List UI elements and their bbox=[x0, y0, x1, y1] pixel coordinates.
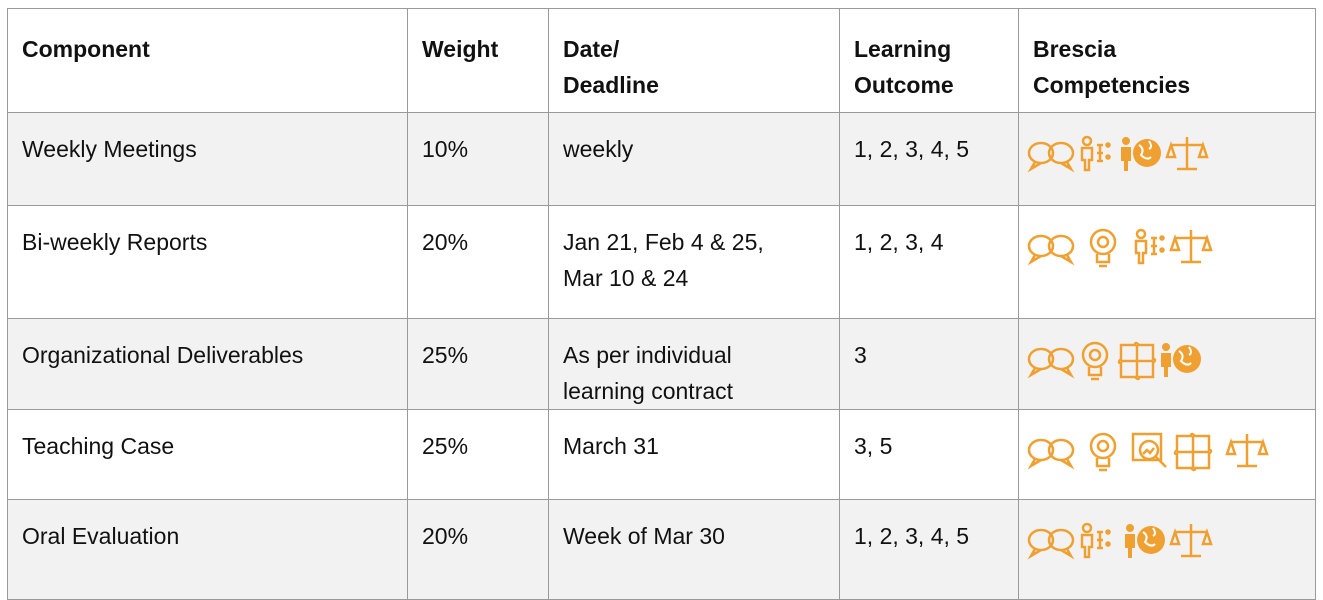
cell: Weekly Meetings bbox=[7, 112, 408, 206]
cell: 20% bbox=[407, 205, 549, 319]
icons bbox=[1027, 341, 1202, 381]
cell: weekly bbox=[548, 112, 840, 206]
cell: 3 bbox=[839, 318, 1019, 410]
cell: Oral Evaluation bbox=[7, 499, 408, 600]
cell: 1, 2, 3, 4, 5 bbox=[839, 112, 1019, 206]
header-cell: Component bbox=[7, 8, 408, 113]
icon-cell bbox=[1018, 409, 1316, 500]
row: Organizational Deliverables 25% As per ind… bbox=[7, 318, 1316, 410]
icons bbox=[1027, 432, 1269, 472]
icon-cell bbox=[1018, 205, 1316, 319]
cell: As per individual learning contract bbox=[548, 318, 840, 410]
row: Teaching Case 25% March 31 3, 5 bbox=[7, 409, 1316, 500]
icon-cell bbox=[1018, 499, 1316, 600]
icon-cell bbox=[1018, 318, 1316, 410]
icon-cell bbox=[1018, 112, 1316, 206]
cell: 1, 2, 3, 4, 5 bbox=[839, 499, 1019, 600]
row: Oral Evaluation 20% Week of Mar 30 1, 2, 3,… bbox=[7, 499, 1316, 600]
header-cell: Brescia Competencies bbox=[1018, 8, 1316, 113]
cell: 20% bbox=[407, 499, 549, 600]
row: Weekly Meetings 10% weekly 1, 2, 3, 4, 5 bbox=[7, 112, 1316, 206]
header-cell: Learning Outcome bbox=[839, 8, 1019, 113]
row: Bi-weekly Reports 20% Jan 21, Feb 4 & 25, … bbox=[7, 205, 1316, 319]
header-cell: Date/ Deadline bbox=[548, 8, 840, 113]
cell: Week of Mar 30 bbox=[548, 499, 840, 600]
header-row: Component Weight Date/ Deadline Learning… bbox=[7, 8, 1316, 113]
cell: 3, 5 bbox=[839, 409, 1019, 500]
cell: Teaching Case bbox=[7, 409, 408, 500]
cell: 1, 2, 3, 4 bbox=[839, 205, 1019, 319]
cell: Jan 21, Feb 4 & 25, Mar 10 & 24 bbox=[548, 205, 840, 319]
cell: 10% bbox=[407, 112, 549, 206]
cell: 25% bbox=[407, 318, 549, 410]
cell: March 31 bbox=[548, 409, 840, 500]
cell: 25% bbox=[407, 409, 549, 500]
cell: Organizational Deliverables bbox=[7, 318, 408, 410]
icons bbox=[1027, 228, 1213, 268]
header-cell: Weight bbox=[407, 8, 549, 113]
icons bbox=[1027, 522, 1213, 559]
cell: Bi-weekly Reports bbox=[7, 205, 408, 319]
icons bbox=[1027, 135, 1209, 172]
assessment-table: Component Weight Date/ Deadline Learning… bbox=[7, 8, 1316, 600]
